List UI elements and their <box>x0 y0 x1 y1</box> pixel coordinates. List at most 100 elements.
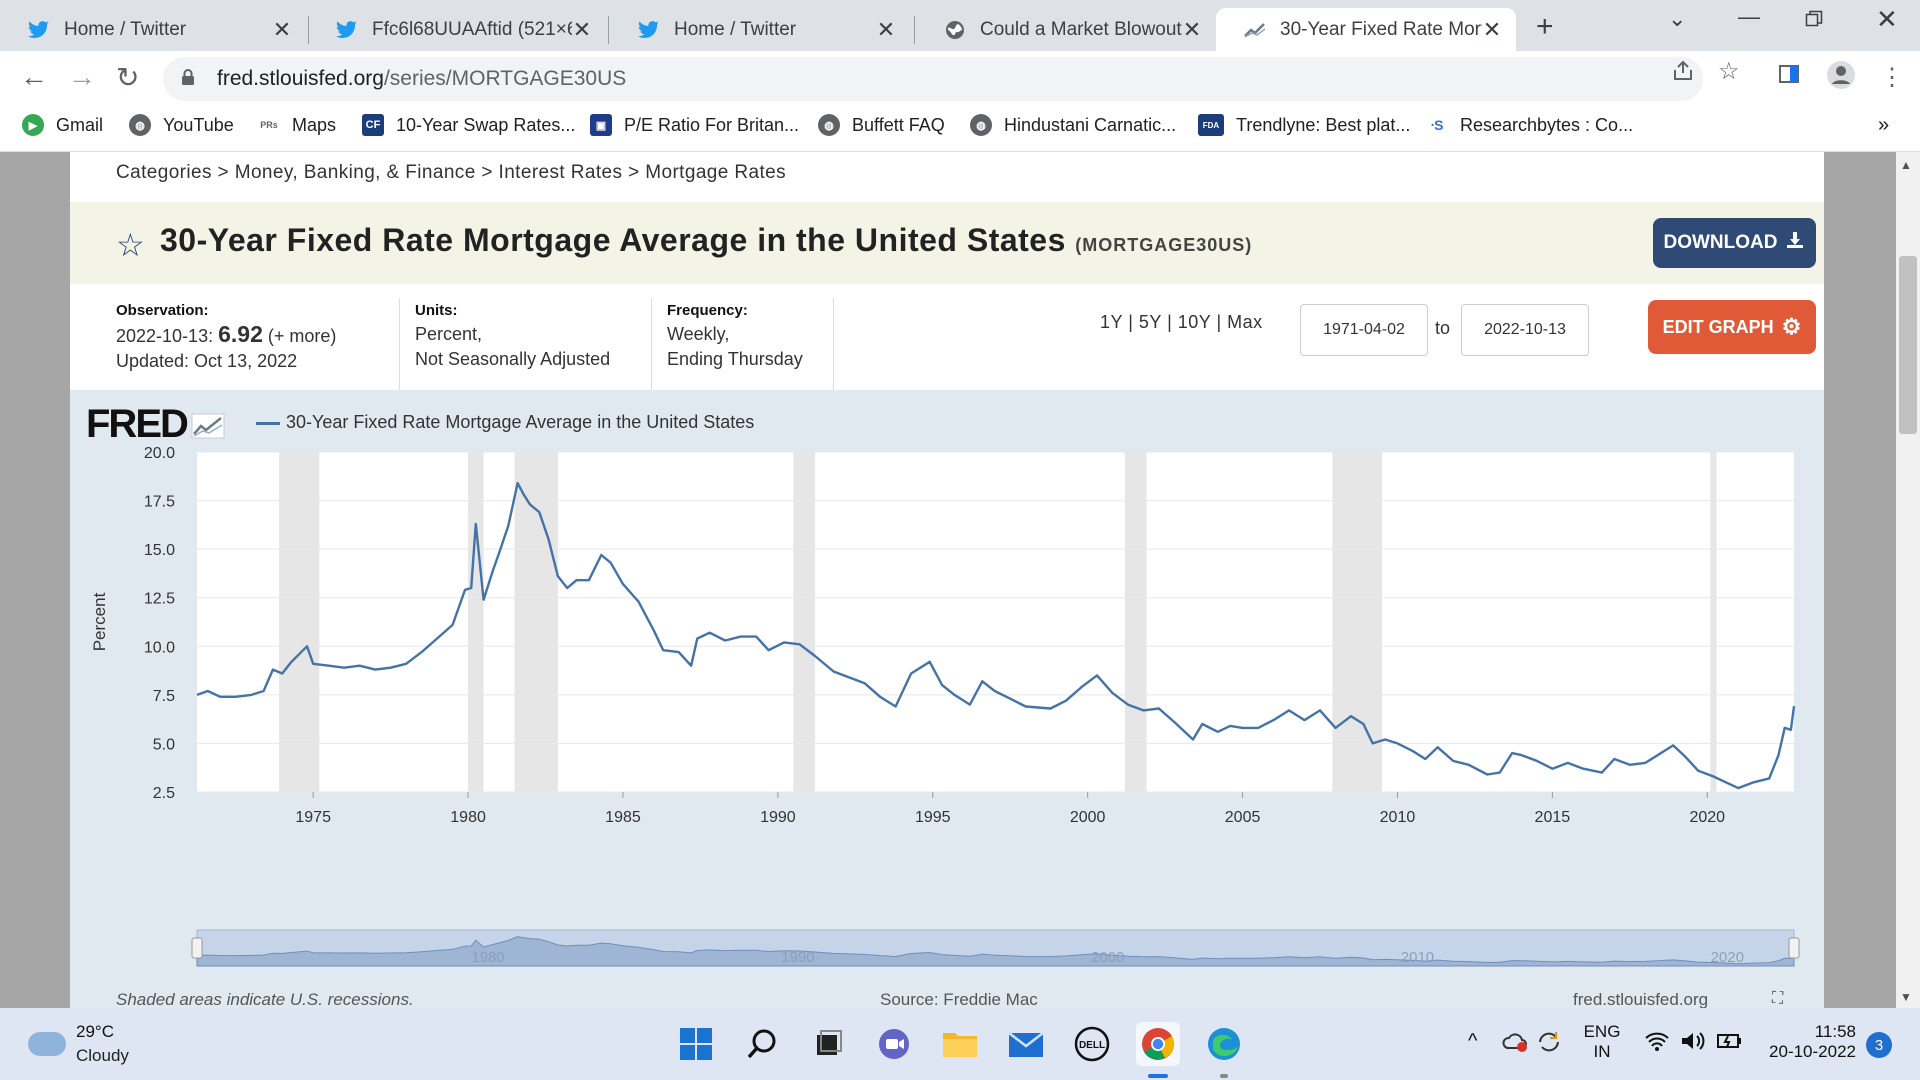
close-icon[interactable]: ✕ <box>1482 16 1502 42</box>
battery-icon[interactable] <box>1716 1030 1744 1057</box>
meta-divider <box>399 298 400 392</box>
volume-icon[interactable] <box>1680 1030 1706 1057</box>
navigator-handle <box>1788 937 1800 959</box>
scroll-up-icon[interactable]: ▲ <box>1900 158 1912 172</box>
address-bar[interactable]: fred.stlouisfed.org/series/MORTGAGE30US <box>163 57 1703 101</box>
bookmark-star-icon[interactable]: ☆ <box>1718 58 1740 85</box>
cloud-sync-icon[interactable] <box>1502 1030 1530 1059</box>
x-tick-label: 2005 <box>1225 809 1261 826</box>
browser-tab[interactable]: Home / Twitter ✕ <box>610 8 910 51</box>
fullscreen-icon[interactable]: ⛶ <box>1772 990 1784 1007</box>
observation-block: Observation: 2022-10-13: 6.92 (+ more) U… <box>116 300 336 374</box>
task-view-icon[interactable] <box>806 1022 850 1066</box>
tray-overflow-icon[interactable]: ^ <box>1468 1030 1478 1052</box>
scrollbar-thumb[interactable] <box>1899 256 1917 434</box>
notification-badge[interactable]: 3 <box>1866 1032 1892 1058</box>
tab-search-icon[interactable]: ⌄ <box>1668 6 1687 31</box>
line-chart[interactable]: 2.5 5.0 7.5 10.0 12.5 15.0 17.5 20.0 1975 1980 198… <box>70 390 1824 990</box>
dell-icon[interactable]: DELL <box>1070 1022 1114 1066</box>
bookmark-pe-ratio[interactable]: ▣ P/E Ratio For Britan... <box>590 114 799 136</box>
close-icon[interactable]: ✕ <box>572 16 592 42</box>
site-note: fred.stlouisfed.org <box>1573 990 1709 1008</box>
y-tick-label: 5.0 <box>153 736 175 753</box>
download-button[interactable]: DOWNLOAD <box>1653 218 1816 268</box>
start-date-input[interactable]: 1971-04-02 <box>1300 304 1428 356</box>
weather-temperature[interactable]: 29°C <box>76 1022 114 1041</box>
tab-divider <box>914 16 915 44</box>
x-tick-label: 2015 <box>1535 809 1571 826</box>
close-window-icon[interactable]: ✕ <box>1876 4 1898 34</box>
edit-graph-button[interactable]: EDIT GRAPH ⚙ <box>1648 300 1816 354</box>
chrome-icon[interactable] <box>1136 1022 1180 1066</box>
menu-kebab-icon[interactable]: ⋮ <box>1880 64 1904 91</box>
plot-area <box>197 452 1794 792</box>
url-path: /series/MORTGAGE30US <box>383 67 627 90</box>
bookmark-buffett-faq[interactable]: ◍ Buffett FAQ <box>818 114 945 136</box>
restore-icon[interactable] <box>1805 8 1823 27</box>
download-label: DOWNLOAD <box>1663 232 1778 253</box>
x-tick-label: 2020 <box>1689 809 1725 826</box>
share-icon[interactable] <box>1672 59 1694 88</box>
end-date-input[interactable]: 2022-10-13 <box>1461 304 1589 356</box>
teams-chat-icon[interactable] <box>872 1022 916 1066</box>
bookmark-gmail[interactable]: ▶ Gmail <box>22 114 103 136</box>
recession-band <box>793 452 816 792</box>
bookmark-hindustani[interactable]: ◍ Hindustani Carnatic... <box>970 114 1176 136</box>
units-block: Units: Percent, Not Seasonally Adjusted <box>415 300 610 372</box>
file-explorer-icon[interactable] <box>938 1022 982 1066</box>
navigator-label: 2000 <box>1091 949 1124 966</box>
bookmark-youtube[interactable]: ◍ YouTube <box>129 114 234 136</box>
language-code: ENG <box>1583 1022 1621 1041</box>
cloud-icon[interactable] <box>28 1032 66 1056</box>
frequency-head: Frequency: <box>667 302 748 319</box>
globe-icon: ◍ <box>129 114 151 136</box>
range-5y-link[interactable]: 5Y <box>1138 312 1162 332</box>
weather-condition[interactable]: Cloudy <box>76 1046 129 1065</box>
browser-tab[interactable]: Could a Market Blowout L ✕ <box>916 8 1216 51</box>
rb-icon: ᐧS <box>1430 116 1444 133</box>
x-tick-label: 1995 <box>915 809 951 826</box>
sync-icon[interactable] <box>1536 1030 1562 1059</box>
edge-icon[interactable] <box>1202 1022 1246 1066</box>
browser-tab[interactable]: Home / Twitter ✕ <box>0 8 306 51</box>
profile-avatar-icon[interactable] <box>1826 60 1856 97</box>
wifi-icon[interactable] <box>1644 1030 1670 1057</box>
globe-icon <box>944 19 966 41</box>
windows-start-icon[interactable] <box>674 1022 718 1066</box>
close-icon[interactable]: ✕ <box>876 16 896 42</box>
recession-band <box>1710 452 1717 792</box>
range-max-link[interactable]: Max <box>1227 312 1263 332</box>
breadcrumb[interactable]: Categories > Money, Banking, & Finance >… <box>116 162 787 183</box>
frequency-line2: Ending Thursday <box>667 349 803 369</box>
scroll-down-icon[interactable]: ▼ <box>1900 990 1912 1004</box>
source-note[interactable]: Source: Freddie Mac <box>880 990 1038 1008</box>
favorite-star-icon[interactable]: ☆ <box>116 227 145 263</box>
range-10y-link[interactable]: 10Y <box>1177 312 1211 332</box>
bookmark-trendlyne[interactable]: FDA Trendlyne: Best plat... <box>1198 114 1410 136</box>
series-title: 30-Year Fixed Rate Mortgage Average in t… <box>160 222 1066 258</box>
browser-tab[interactable]: Ffc6l68UUAAftid (521×67 ✕ <box>308 8 606 51</box>
bookmark-label: P/E Ratio For Britan... <box>624 114 800 135</box>
reload-icon[interactable]: ↻ <box>116 62 140 93</box>
side-panel-icon[interactable] <box>1778 63 1800 92</box>
language-indicator[interactable]: ENG IN <box>1578 1022 1626 1062</box>
clock[interactable]: 11:58 20-10-2022 <box>1760 1022 1856 1062</box>
frequency-line1: Weekly, <box>667 324 730 344</box>
bookmark-swap-rates[interactable]: CF 10-Year Swap Rates... <box>362 114 575 136</box>
bookmark-researchbytes[interactable]: ᐧS Researchbytes : Co... <box>1426 114 1634 136</box>
bookmark-maps[interactable]: PRs Maps <box>258 114 336 136</box>
lock-icon <box>181 68 197 91</box>
browser-tab-active[interactable]: 30-Year Fixed Rate Mortg ✕ <box>1216 8 1516 51</box>
new-tab-icon[interactable]: + <box>1536 10 1554 43</box>
forward-icon[interactable]: → <box>68 61 96 92</box>
mail-icon[interactable] <box>1004 1022 1048 1066</box>
bookmarks-overflow-icon[interactable]: » <box>1878 114 1890 136</box>
close-icon[interactable]: ✕ <box>272 16 292 42</box>
observation-more-link[interactable]: (+ more) <box>267 326 337 346</box>
minimize-icon[interactable]: — <box>1738 4 1760 29</box>
back-icon[interactable]: ← <box>20 61 48 92</box>
region-code: IN <box>1593 1042 1611 1061</box>
range-1y-link[interactable]: 1Y <box>1100 312 1123 332</box>
search-icon[interactable] <box>740 1022 784 1066</box>
close-icon[interactable]: ✕ <box>1182 16 1202 42</box>
